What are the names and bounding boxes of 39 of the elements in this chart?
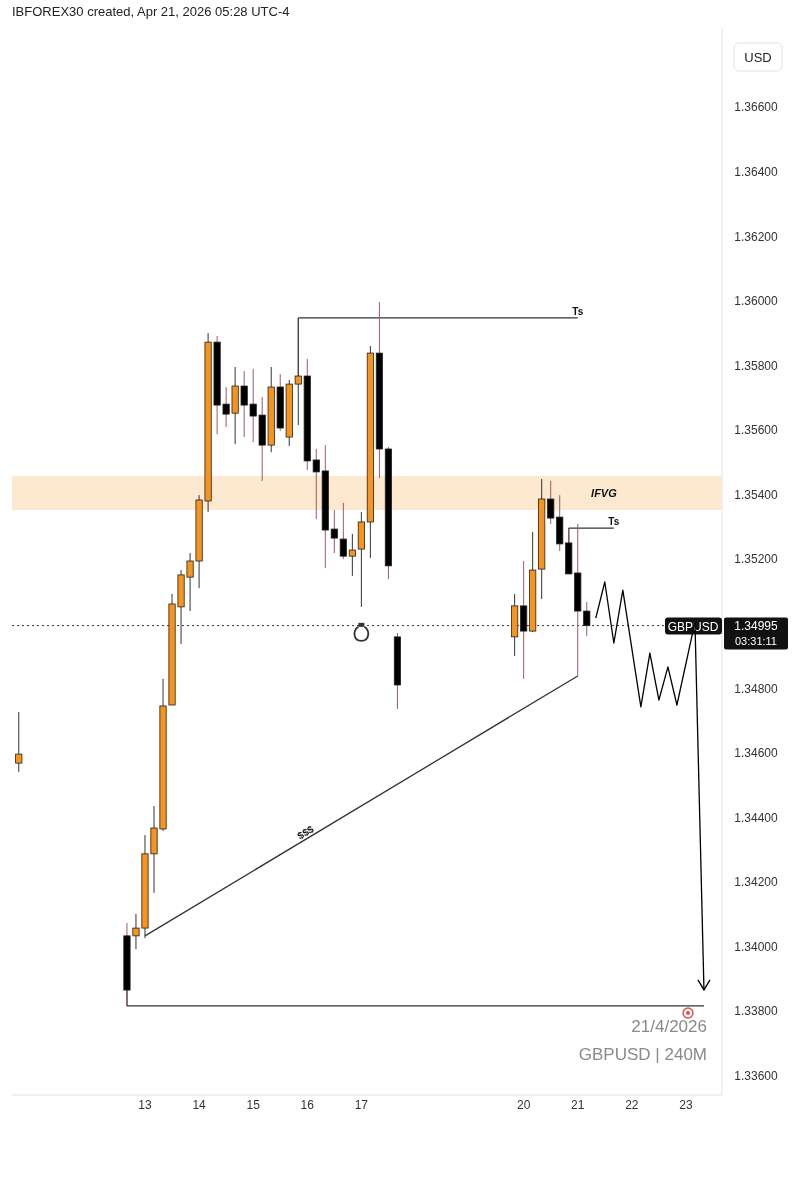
candlestick	[348, 533, 356, 577]
y-tick-label: 1.35800	[734, 358, 779, 373]
y-tick-label: 1.34800	[734, 681, 779, 696]
x-tick-label: 22	[625, 1098, 639, 1112]
y-tick-label: 1.36200	[734, 229, 779, 244]
annotation: GBPUSD | 240M	[578, 1045, 707, 1064]
y-tick-label: 1.36000	[734, 294, 779, 309]
y-tick-label: 1.35400	[734, 487, 779, 502]
y-tick-label: 1.34200	[734, 875, 779, 890]
y-tick-label: 1.34600	[734, 746, 779, 761]
y-tick-label: 1.34000	[734, 939, 779, 954]
chart-title: IBFOREX30 created, Apr 21, 2026 05:28 UTC-4	[12, 4, 290, 19]
candlestick	[15, 711, 23, 773]
x-tick-label: 15	[246, 1098, 261, 1112]
y-tick-label: 1.33600	[734, 1068, 779, 1083]
ref-line-label: GBPUSD	[667, 619, 719, 634]
x-tick-label: 14	[192, 1098, 207, 1112]
candlestick	[339, 502, 347, 560]
y-tick-label: 1.36600	[734, 100, 779, 115]
x-tick-label: 23	[679, 1098, 693, 1112]
y-tick-label: 1.34995	[734, 618, 779, 633]
x-tick-label: 17	[354, 1098, 369, 1112]
y-axis-title: USD	[744, 50, 772, 65]
y-tick-label: 1.35200	[734, 552, 779, 567]
x-tick-label: 13	[138, 1098, 152, 1112]
x-tick-label: 21	[571, 1098, 585, 1112]
y-tick-label: 1.34400	[734, 810, 779, 825]
x-tick-label: 16	[300, 1098, 315, 1112]
y-tick-label: 1.35600	[734, 423, 779, 438]
x-tick-label: 20	[516, 1098, 531, 1112]
band-label: IFVG	[591, 487, 618, 500]
text: 03:31:11	[734, 634, 778, 647]
y-tick-label: 1.33800	[734, 1004, 779, 1019]
annotation: 21/4/2026	[631, 1017, 707, 1036]
y-tick-label: 1.36400	[734, 164, 779, 179]
candlestick	[330, 509, 338, 554]
annotation: Ts	[572, 305, 584, 317]
annotation: $$$	[295, 823, 316, 842]
annotation: Ts	[608, 516, 620, 528]
